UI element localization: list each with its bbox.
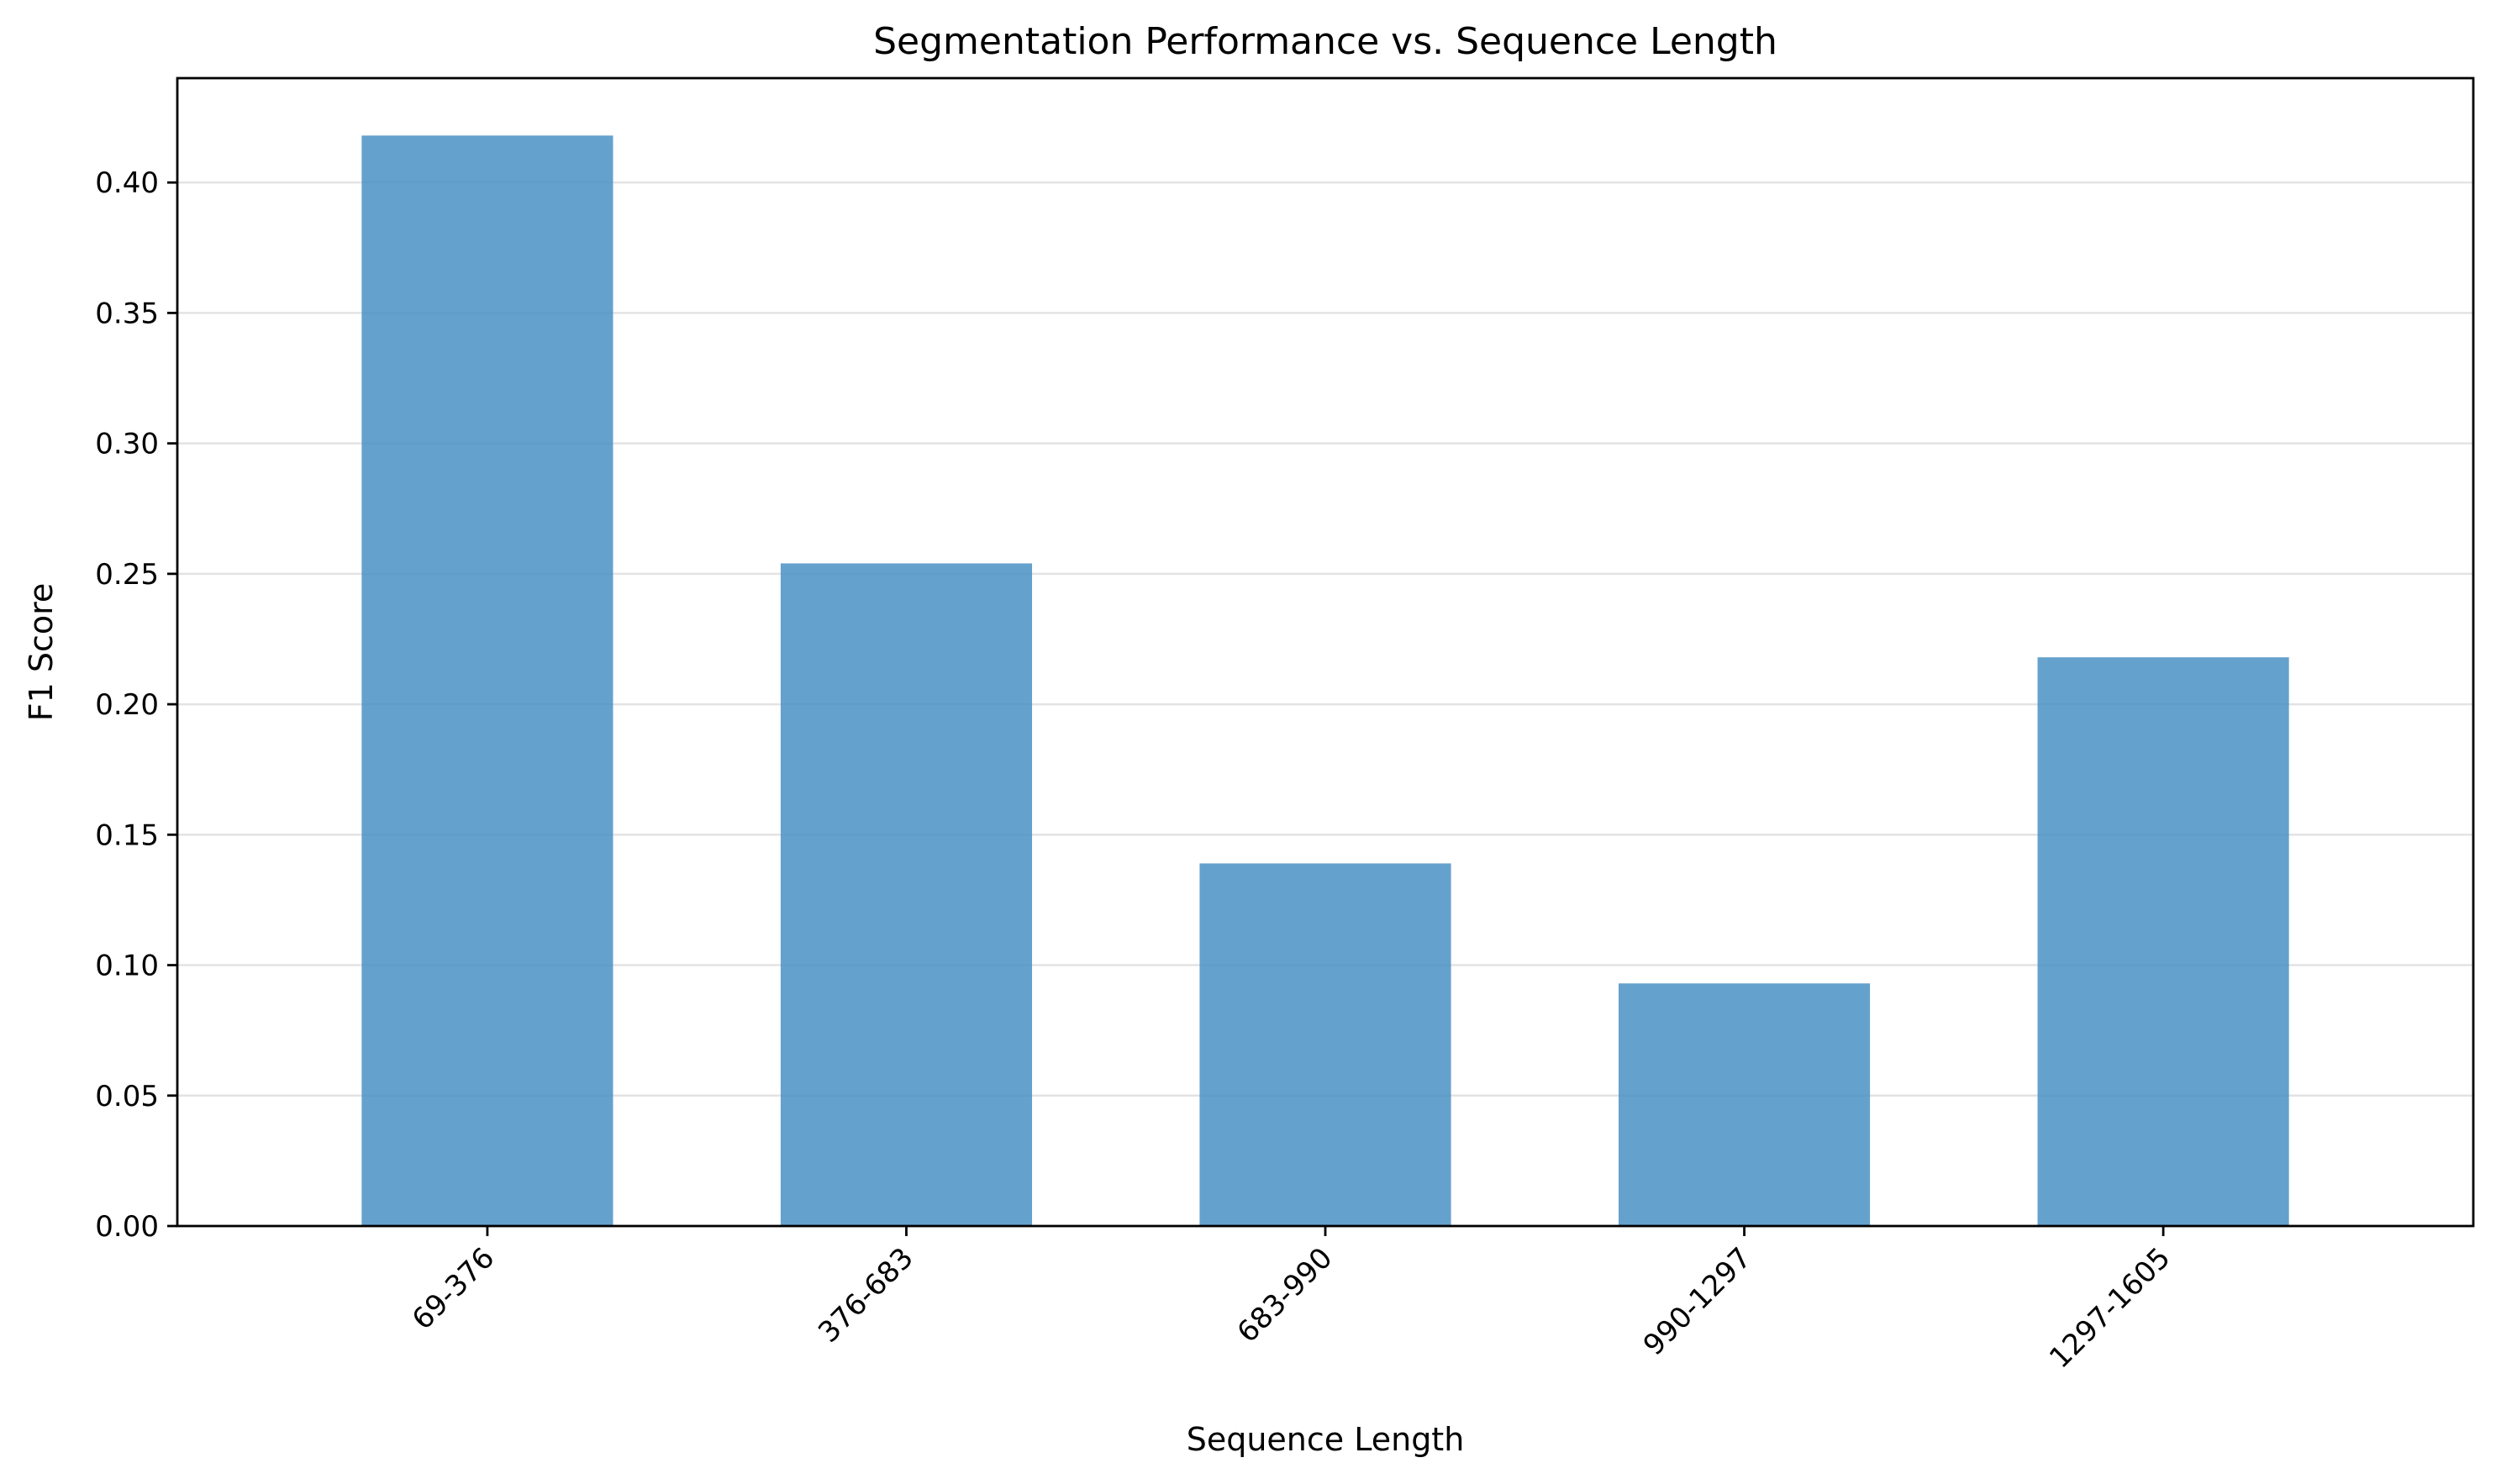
x-tick-label: 683-990 xyxy=(1231,1241,1340,1350)
y-tick-label: 0.20 xyxy=(95,688,159,722)
bar-683-990 xyxy=(1199,863,1451,1226)
bar-376-683 xyxy=(780,563,1033,1226)
x-tick-label: 376-683 xyxy=(812,1241,920,1350)
y-tick-label: 0.15 xyxy=(95,818,159,852)
x-tick-label: 990-1297 xyxy=(1637,1241,1758,1362)
bar-69-376 xyxy=(361,135,613,1226)
y-tick-label: 0.25 xyxy=(95,558,159,592)
y-tick-label: 0.35 xyxy=(95,297,159,330)
x-tick-label: 1297-1605 xyxy=(2043,1241,2177,1375)
y-tick-label: 0.30 xyxy=(95,428,159,461)
x-tick-label: 69-376 xyxy=(406,1241,501,1336)
x-axis-ticks: 69-376 376-683 683-990 990-1297 1297-1605 xyxy=(406,1226,2177,1375)
y-axis-label: F1 Score xyxy=(23,583,60,722)
y-tick-label: 0.05 xyxy=(95,1080,159,1113)
bar-1297-1605 xyxy=(2037,657,2289,1226)
y-tick-label: 0.10 xyxy=(95,950,159,983)
chart-title: Segmentation Performance vs. Sequence Le… xyxy=(873,20,1777,63)
y-tick-label: 0.40 xyxy=(95,166,159,200)
y-tick-label: 0.00 xyxy=(95,1210,159,1244)
y-axis-ticks: 0.00 0.05 0.10 0.15 0.20 0.25 0.30 0.35 0.40 xyxy=(95,166,177,1244)
bars xyxy=(361,135,2289,1226)
x-axis-label: Sequence Length xyxy=(1187,1421,1465,1458)
bar-990-1297 xyxy=(1618,983,1871,1226)
